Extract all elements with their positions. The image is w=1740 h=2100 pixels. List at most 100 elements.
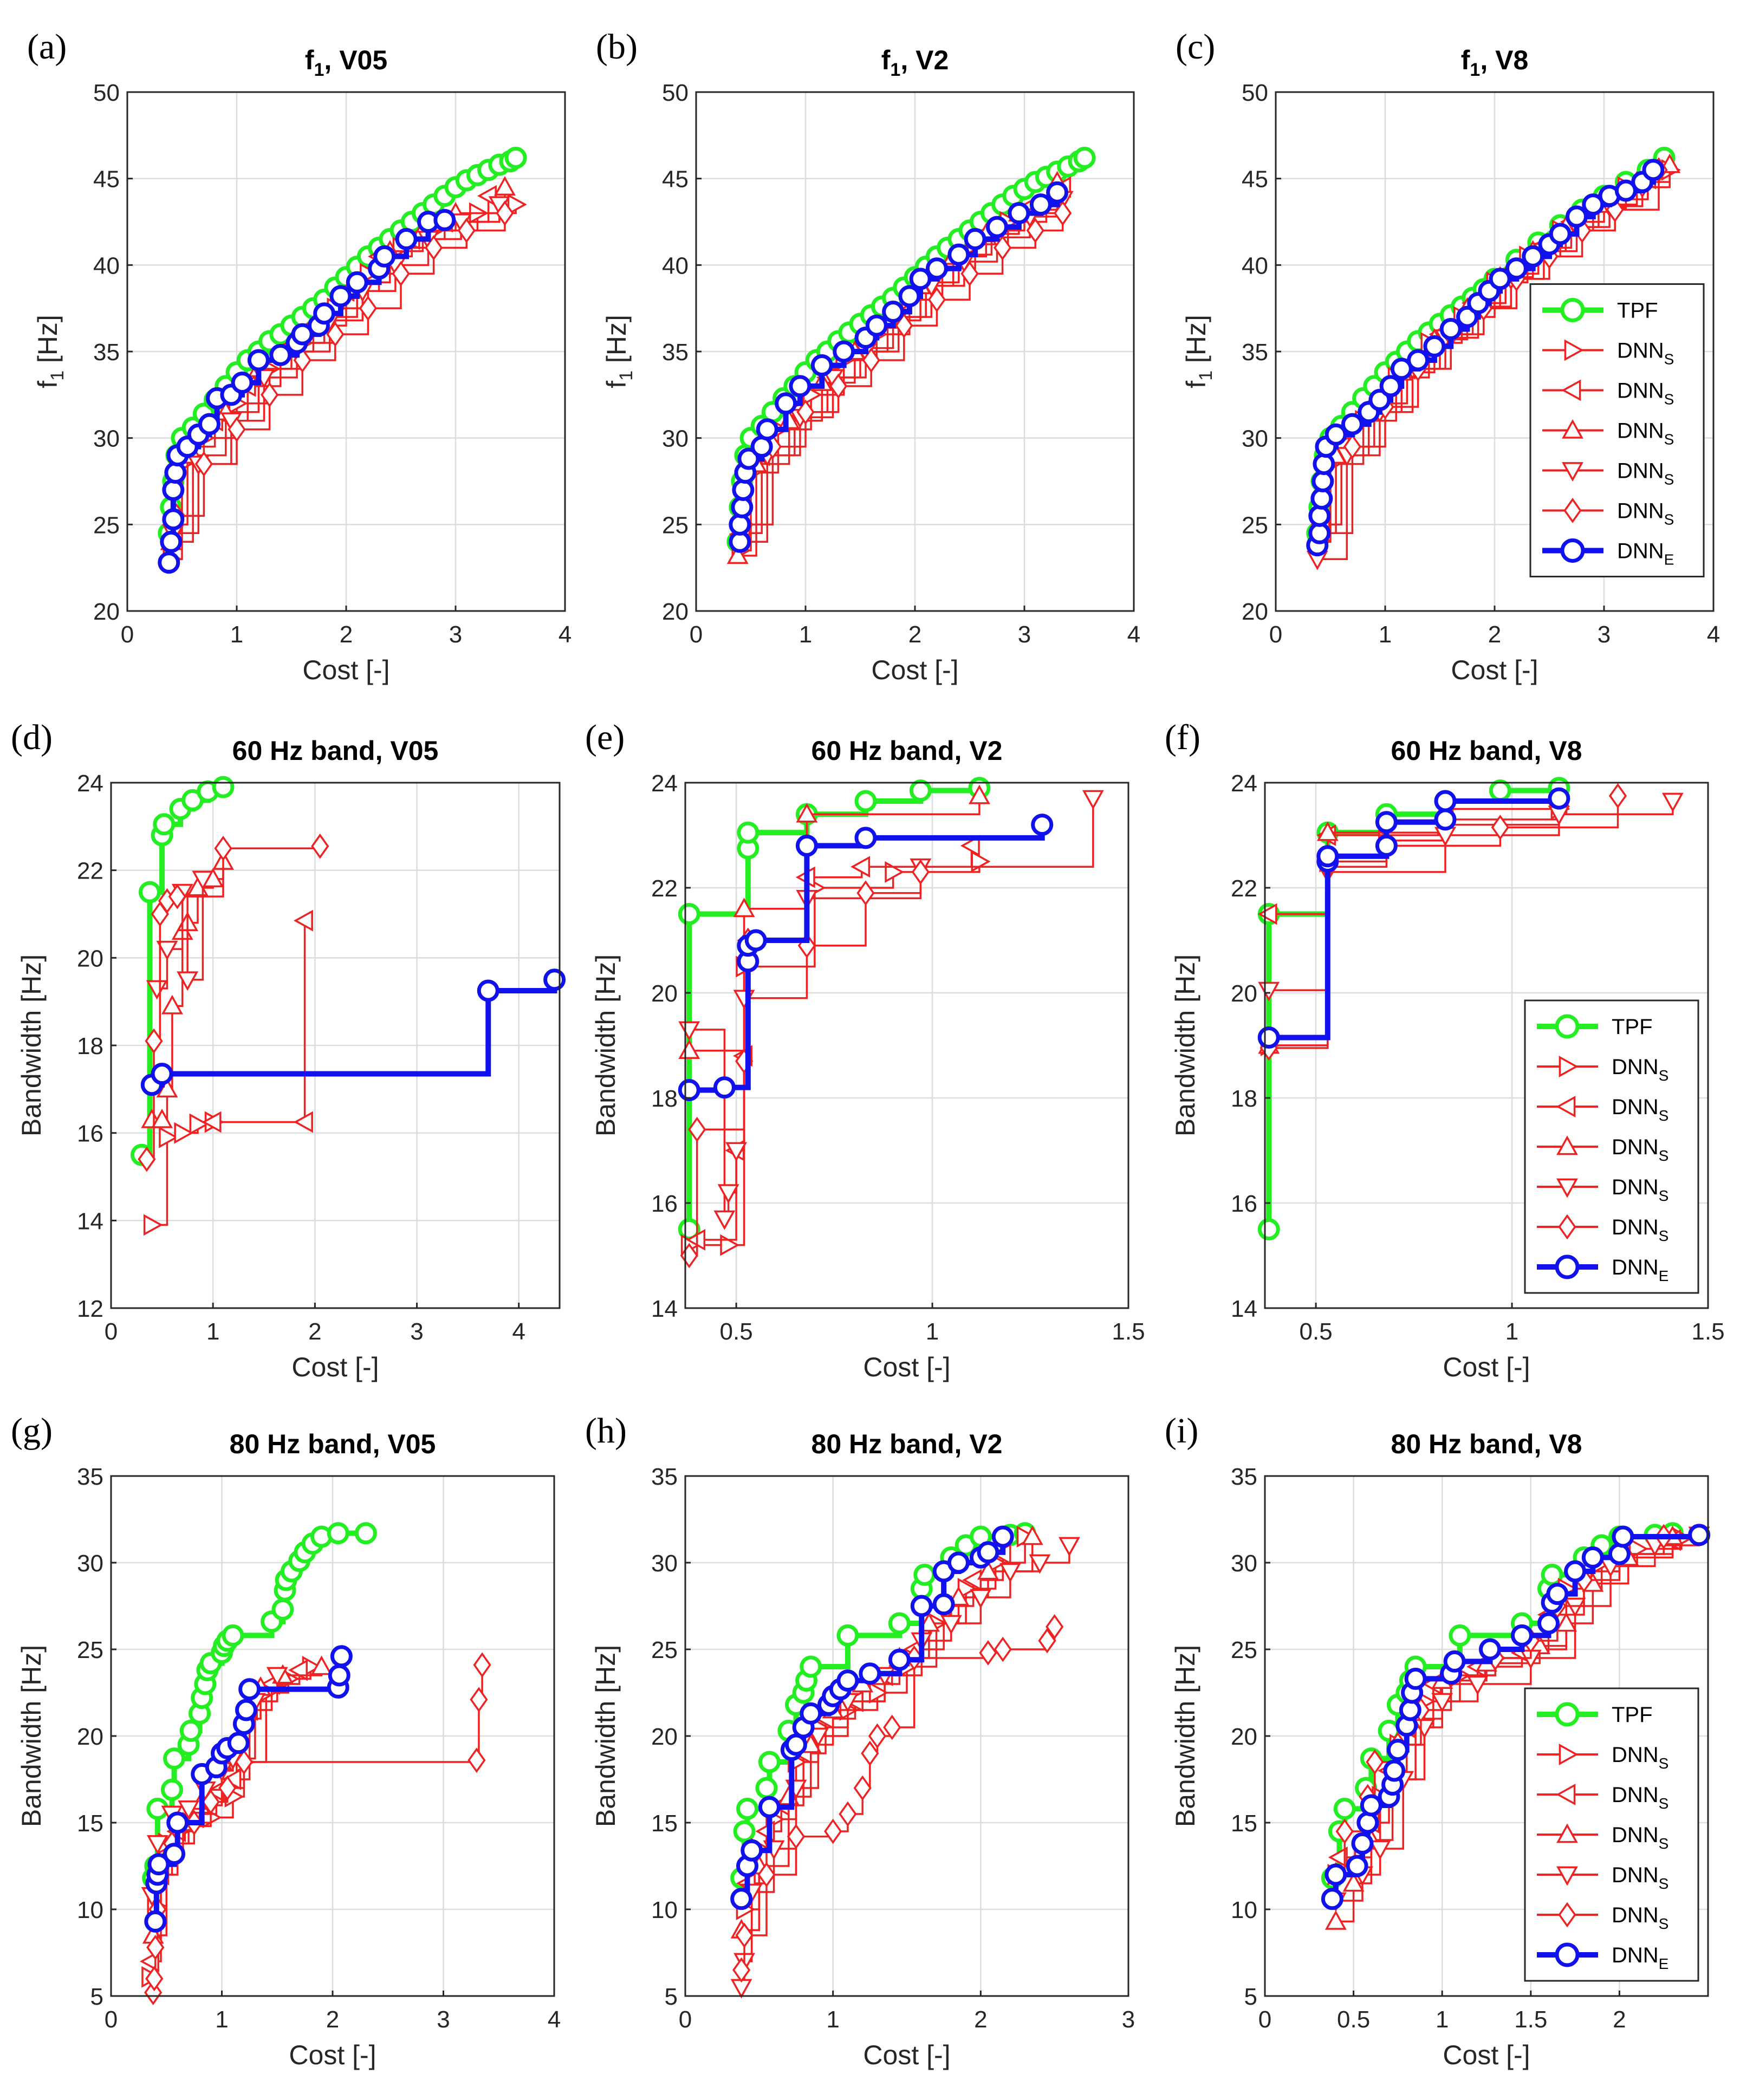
data-point-dnn_e xyxy=(898,285,921,308)
x-tick-label: 2 xyxy=(974,2006,987,2033)
data-point-dnn_e xyxy=(1614,179,1637,202)
data-point-tpf xyxy=(160,1778,183,1801)
data-point-dnn_s xyxy=(468,1747,486,1773)
data-point-dnn_s xyxy=(999,1563,1021,1583)
data-point-tpf xyxy=(854,790,877,812)
x-tick-label: 0 xyxy=(679,2006,692,2033)
y-tick-label: 24 xyxy=(77,770,103,797)
y-axis-label: f1 [Hz] xyxy=(33,315,68,388)
data-point-dnn_s xyxy=(1342,1872,1365,1892)
y-tick-label: 45 xyxy=(93,166,120,193)
data-point-dnn_e xyxy=(163,1843,186,1865)
data-point-dnn_s xyxy=(310,1655,333,1675)
x-tick-label: 1 xyxy=(206,1318,219,1345)
y-tick-label: 20 xyxy=(651,980,678,1007)
legend-label: DNNE xyxy=(1612,1256,1668,1284)
data-point-dnn_s xyxy=(189,1113,209,1135)
data-point-tpf xyxy=(913,1563,936,1586)
data-point-dnn_e xyxy=(1360,1794,1382,1817)
legend-marker xyxy=(1555,1702,1580,1727)
y-tick-label: 40 xyxy=(1242,252,1268,279)
data-point-tpf xyxy=(1073,146,1096,169)
data-point-dnn_s xyxy=(194,451,213,477)
data-point-dnn_s xyxy=(869,1682,889,1704)
data-point-dnn_s xyxy=(895,313,913,339)
panel-f: 0.5 1 1.5 14 16 18 20 22 24 (f) 60 Hz band, V8 Cost… xyxy=(1165,718,1725,1382)
data-point-dnn_e xyxy=(247,349,270,372)
data-point-dnn_s xyxy=(138,1146,156,1172)
x-tick-label: 0 xyxy=(1258,2006,1271,2033)
x-tick-label: 2 xyxy=(1488,621,1501,648)
panel-letter: (f) xyxy=(1165,718,1200,757)
data-point-dnn_e xyxy=(836,1669,859,1692)
data-point-dnn_s xyxy=(850,856,871,878)
x-tick-label: 0.5 xyxy=(1337,2006,1370,2033)
legend-marker xyxy=(1556,1823,1578,1843)
y-tick-label: 10 xyxy=(651,1897,678,1923)
data-point-dnn_s xyxy=(725,1142,748,1162)
legend-label: DNNS xyxy=(1612,1743,1668,1772)
legend: TPF DNNS DNNS DNNS DNNS DNNS DNNE xyxy=(1524,1687,1699,1982)
x-axis-label: Cost [-] xyxy=(1443,1352,1530,1382)
y-axis-label: Bandwidth [Hz] xyxy=(590,954,621,1136)
data-point-tpf xyxy=(733,1820,756,1843)
panel-letter: (a) xyxy=(27,27,67,67)
x-tick-label: 1 xyxy=(215,2006,228,2033)
chart-title: 80 Hz band, V2 xyxy=(811,1429,1003,1459)
x-tick-label: 1 xyxy=(1505,1318,1518,1345)
data-point-tpf xyxy=(736,1797,759,1820)
data-point-dnn_s xyxy=(168,883,186,909)
legend-marker xyxy=(1562,419,1583,439)
y-tick-label: 14 xyxy=(1231,1296,1257,1322)
y-tick-label: 20 xyxy=(93,599,120,625)
x-tick-label: 3 xyxy=(437,2006,450,2033)
x-tick-label: 0 xyxy=(105,2006,118,2033)
data-point-dnn_s xyxy=(735,1922,754,1948)
panel-c: 0 1 2 3 4 20 25 30 35 40 45 50 (c) f1, V8 Cost [-] f1 [… xyxy=(1176,27,1720,685)
y-tick-label: 20 xyxy=(77,945,103,972)
legend-label: TPF xyxy=(1612,1015,1653,1039)
data-point-dnn_e xyxy=(1325,423,1347,446)
data-point-dnn_s xyxy=(457,218,476,243)
x-tick-label: 4 xyxy=(1707,621,1720,648)
legend-label: TPF xyxy=(1612,1703,1653,1727)
data-point-dnn_e xyxy=(395,227,418,250)
data-point-dnn_s xyxy=(1082,790,1104,810)
legend-label: DNNS xyxy=(1612,1095,1668,1124)
legend-label: DNNS xyxy=(1612,1135,1668,1164)
data-point-dnn_s xyxy=(261,382,279,408)
data-point-dnn_s xyxy=(392,261,410,287)
x-tick-label: 1 xyxy=(926,1318,939,1345)
axes-frame xyxy=(1264,782,1709,1309)
data-point-dnn_s xyxy=(960,261,979,287)
chart-title: f1, V8 xyxy=(1461,45,1529,80)
data-point-dnn_e xyxy=(1390,357,1413,380)
data-point-dnn_e xyxy=(1031,814,1054,836)
data-point-tpf xyxy=(755,1777,778,1799)
data-point-dnn_e xyxy=(1688,1524,1711,1546)
series-group xyxy=(1321,1522,1711,1930)
x-tick-label: 3 xyxy=(1122,2006,1135,2033)
data-point-dnn_s xyxy=(425,235,443,261)
panel-letter: (i) xyxy=(1165,1411,1198,1451)
data-point-dnn_e xyxy=(741,1839,763,1862)
y-tick-label: 16 xyxy=(1231,1191,1257,1217)
data-point-dnn_e xyxy=(477,979,499,1002)
data-point-dnn_s xyxy=(994,1636,1012,1662)
legend-marker xyxy=(1556,1866,1578,1886)
data-point-dnn_e xyxy=(227,1732,250,1754)
y-tick-label: 40 xyxy=(93,252,120,279)
data-point-dnn_s xyxy=(145,1966,164,1992)
data-point-dnn_e xyxy=(151,1063,173,1085)
data-point-dnn_s xyxy=(1325,1910,1347,1930)
data-point-dnn_s xyxy=(218,1775,237,1801)
data-point-dnn_e xyxy=(543,968,566,991)
legend-marker xyxy=(1555,1254,1580,1279)
data-point-dnn_e xyxy=(433,209,456,231)
data-point-dnn_s xyxy=(757,1862,776,1888)
data-point-dnn_e xyxy=(160,530,183,553)
data-point-dnn_e xyxy=(859,1662,881,1685)
panel-a: 0 1 2 3 4 20 25 30 35 40 45 50 (a) f1, V05 Cost [-] f1 … xyxy=(27,27,572,685)
data-point-dnn_e xyxy=(346,271,368,294)
